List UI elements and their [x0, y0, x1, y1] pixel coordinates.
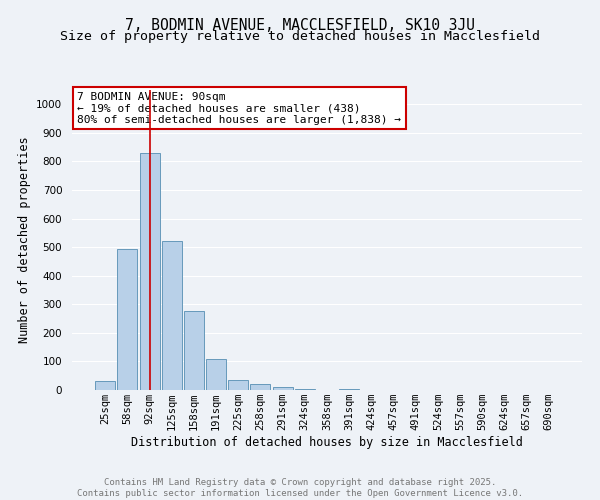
Bar — [118, 248, 137, 390]
Bar — [162, 242, 182, 390]
Text: 7, BODMIN AVENUE, MACCLESFIELD, SK10 3JU: 7, BODMIN AVENUE, MACCLESFIELD, SK10 3JU — [125, 18, 475, 32]
Bar — [184, 312, 204, 390]
Bar — [228, 380, 248, 390]
X-axis label: Distribution of detached houses by size in Macclesfield: Distribution of detached houses by size … — [131, 436, 523, 449]
Text: Contains HM Land Registry data © Crown copyright and database right 2025.
Contai: Contains HM Land Registry data © Crown c… — [77, 478, 523, 498]
Bar — [95, 382, 115, 390]
Bar — [295, 389, 315, 390]
Bar — [206, 359, 226, 390]
Bar — [140, 153, 160, 390]
Bar — [250, 384, 271, 390]
Text: Size of property relative to detached houses in Macclesfield: Size of property relative to detached ho… — [60, 30, 540, 43]
Text: 7 BODMIN AVENUE: 90sqm
← 19% of detached houses are smaller (438)
80% of semi-de: 7 BODMIN AVENUE: 90sqm ← 19% of detached… — [77, 92, 401, 124]
Bar — [272, 387, 293, 390]
Y-axis label: Number of detached properties: Number of detached properties — [17, 136, 31, 344]
